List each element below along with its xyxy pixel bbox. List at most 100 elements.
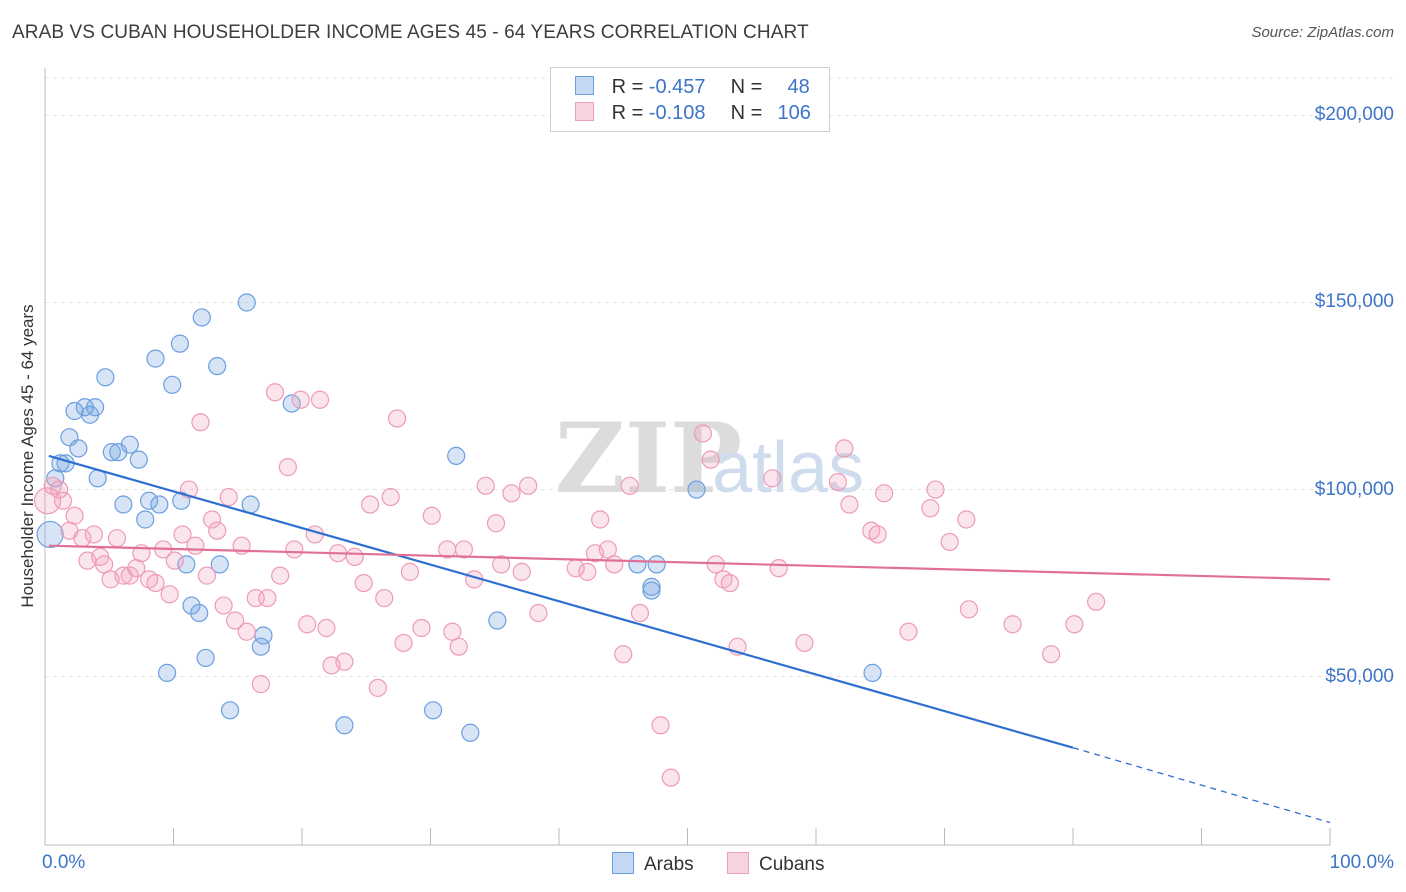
arabs-swatch <box>575 76 594 95</box>
cuban-point <box>449 637 468 656</box>
y-tick-label: $100,000 <box>1314 478 1394 500</box>
chart-title: ARAB VS CUBAN HOUSEHOLDER INCOME AGES 45… <box>12 22 809 43</box>
cuban-point <box>368 678 387 697</box>
arab-point <box>146 349 165 368</box>
cuban-point <box>208 521 227 540</box>
watermark-zip: ZIP <box>555 402 742 515</box>
cuban-point <box>835 439 854 458</box>
arab-point <box>150 495 169 514</box>
arab-point <box>488 611 507 630</box>
r-label: R = <box>611 76 644 98</box>
n-value-cubans: 106 <box>777 102 811 124</box>
cuban-point <box>1003 615 1022 634</box>
cuban-point <box>476 476 495 495</box>
arabs-legend-label: Arabs <box>644 854 694 875</box>
arab-point <box>647 555 666 574</box>
cubans-legend-label: Cubans <box>759 854 825 875</box>
legend-row-cubans: R = -0.108 N = 106 <box>575 102 811 126</box>
arabs-legend-swatch <box>612 852 634 874</box>
cuban-point <box>226 611 245 630</box>
arab-point <box>69 439 88 458</box>
cuban-point <box>197 566 217 585</box>
cuban-point <box>486 514 506 533</box>
arab-point <box>208 356 227 376</box>
arab-point <box>157 663 177 682</box>
cubans-trend-line <box>48 544 1331 581</box>
cuban-point <box>120 566 139 585</box>
cuban-point <box>165 551 184 570</box>
arab-point <box>423 701 443 720</box>
cuban-point <box>502 484 521 503</box>
cuban-point <box>173 525 192 544</box>
cubans-swatch <box>575 102 594 121</box>
cuban-point <box>828 472 847 492</box>
r-label: R = <box>611 102 644 124</box>
arab-point <box>447 446 466 465</box>
cuban-point <box>53 491 73 510</box>
source-label: Source: ZipAtlas.com <box>1251 24 1394 41</box>
arab-point <box>628 555 647 574</box>
cuban-point <box>926 480 945 499</box>
cuban-point <box>146 573 165 593</box>
cuban-point <box>795 633 814 653</box>
arab-point <box>642 581 661 600</box>
cuban-point <box>454 540 474 559</box>
cuban-point <box>271 566 290 585</box>
cuban-point <box>354 573 373 593</box>
arab-point <box>96 368 115 387</box>
n-value-arabs: 48 <box>787 76 810 98</box>
cuban-point <box>317 618 336 638</box>
cuban-point <box>693 424 713 443</box>
arab-point <box>251 637 270 656</box>
arab-point <box>120 435 139 454</box>
arab-point <box>687 480 706 499</box>
arabs-points <box>36 293 882 742</box>
cubans-legend-swatch <box>727 852 749 874</box>
cuban-point <box>1087 592 1106 611</box>
cuban-point <box>381 487 400 507</box>
arab-point <box>65 401 84 421</box>
arabs-trend-extension <box>1072 747 1331 824</box>
cuban-point <box>591 510 610 529</box>
cuban-point <box>1042 645 1061 664</box>
axes <box>44 68 1331 846</box>
cuban-point <box>285 540 304 559</box>
y-tick-label: $200,000 <box>1314 104 1394 126</box>
legend-item-arabs: Arabs <box>612 852 694 876</box>
cuban-point <box>620 476 639 495</box>
arab-point <box>177 555 196 574</box>
arabs-trend-line <box>48 454 1074 749</box>
arab-point <box>220 701 240 720</box>
cuban-point <box>298 615 317 634</box>
cubans-points <box>33 383 1106 787</box>
cuban-point <box>512 562 531 581</box>
cuban-point <box>310 390 330 409</box>
cuban-point <box>258 588 277 608</box>
arab-point <box>114 495 133 514</box>
arab-point <box>182 596 201 615</box>
arab-point <box>210 555 229 574</box>
cuban-point <box>959 600 979 619</box>
cuban-point <box>868 525 887 544</box>
r-value-cubans: -0.108 <box>648 102 706 124</box>
cuban-point <box>957 510 976 529</box>
cuban-point <box>387 409 407 428</box>
x-tick-min: 0.0% <box>42 852 86 873</box>
cuban-point <box>701 450 720 469</box>
cuban-point <box>265 383 285 402</box>
cuban-point <box>661 768 680 787</box>
arab-point <box>237 293 256 312</box>
arab-point <box>170 334 190 353</box>
cuban-point <box>422 506 441 525</box>
cuban-point <box>519 476 538 495</box>
n-label: N = <box>730 76 763 98</box>
cuban-point <box>400 562 420 581</box>
arab-point <box>129 450 148 469</box>
cuban-point <box>921 499 940 518</box>
n-label: N = <box>730 102 763 124</box>
cuban-point <box>630 603 650 623</box>
cuban-point <box>720 573 740 593</box>
cuban-point <box>251 675 270 694</box>
cuban-point <box>278 458 297 477</box>
